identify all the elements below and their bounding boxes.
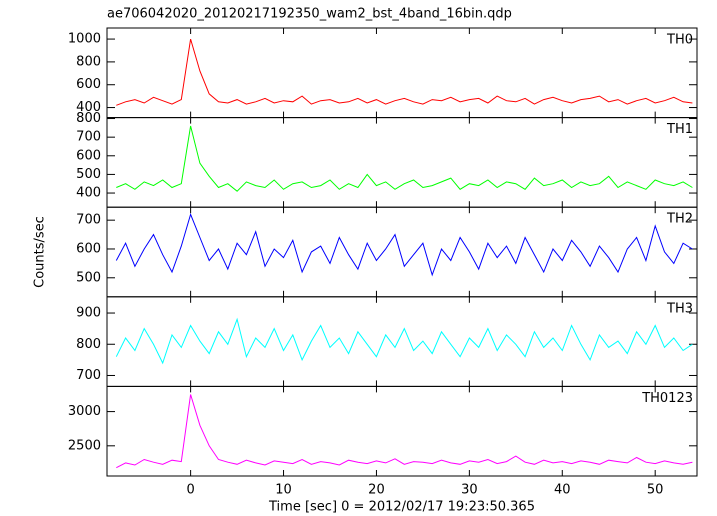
panel-frame (106, 117, 698, 208)
y-tick-label: 800 (76, 54, 101, 69)
x-tick-label: 30 (461, 483, 478, 498)
y-tick-label: 800 (76, 337, 101, 352)
panel-label: TH0123 (641, 391, 693, 406)
x-tick-label: 40 (554, 483, 571, 498)
light-curve (116, 125, 693, 192)
chart-title: ae706042020_20120217192350_wam2_bst_4ban… (107, 7, 512, 22)
y-tick-label: 600 (76, 148, 101, 163)
y-tick-label: 2500 (68, 438, 101, 453)
y-tick-label: 400 (76, 100, 101, 115)
light-curve (115, 317, 693, 365)
light-curve (116, 38, 693, 106)
x-tick-label: 20 (368, 483, 385, 498)
y-tick-label: 3000 (68, 404, 101, 419)
y-tick-label: 600 (76, 241, 101, 256)
panel-label: TH3 (666, 301, 693, 316)
panel-frame (106, 206, 698, 298)
y-axis-label: Counts/sec (33, 216, 48, 288)
light-curve (116, 394, 693, 469)
x-tick-label: 50 (647, 483, 664, 498)
panel-label: TH1 (666, 122, 693, 137)
y-tick-label: 700 (76, 213, 101, 228)
y-tick-label: 700 (76, 368, 101, 383)
y-tick-label: 400 (76, 186, 101, 201)
x-tick-label: 0 (186, 483, 194, 498)
y-tick-label: 900 (76, 306, 101, 321)
y-tick-label: 1000 (68, 32, 101, 47)
x-axis-label: Time [sec] 0 = 2012/02/17 19:23:50.365 (268, 500, 535, 515)
panel-label: TH2 (666, 212, 693, 227)
y-tick-label: 800 (76, 111, 101, 126)
x-tick-label: 10 (275, 483, 292, 498)
y-tick-label: 500 (76, 270, 101, 285)
y-tick-label: 500 (76, 167, 101, 182)
panel-frame (106, 296, 698, 387)
y-tick-label: 700 (76, 130, 101, 145)
panel-frame (106, 385, 698, 477)
y-tick-label: 600 (76, 77, 101, 92)
panel-frame (106, 27, 698, 119)
panel-label: TH0 (666, 33, 693, 48)
light-curve (115, 212, 693, 277)
